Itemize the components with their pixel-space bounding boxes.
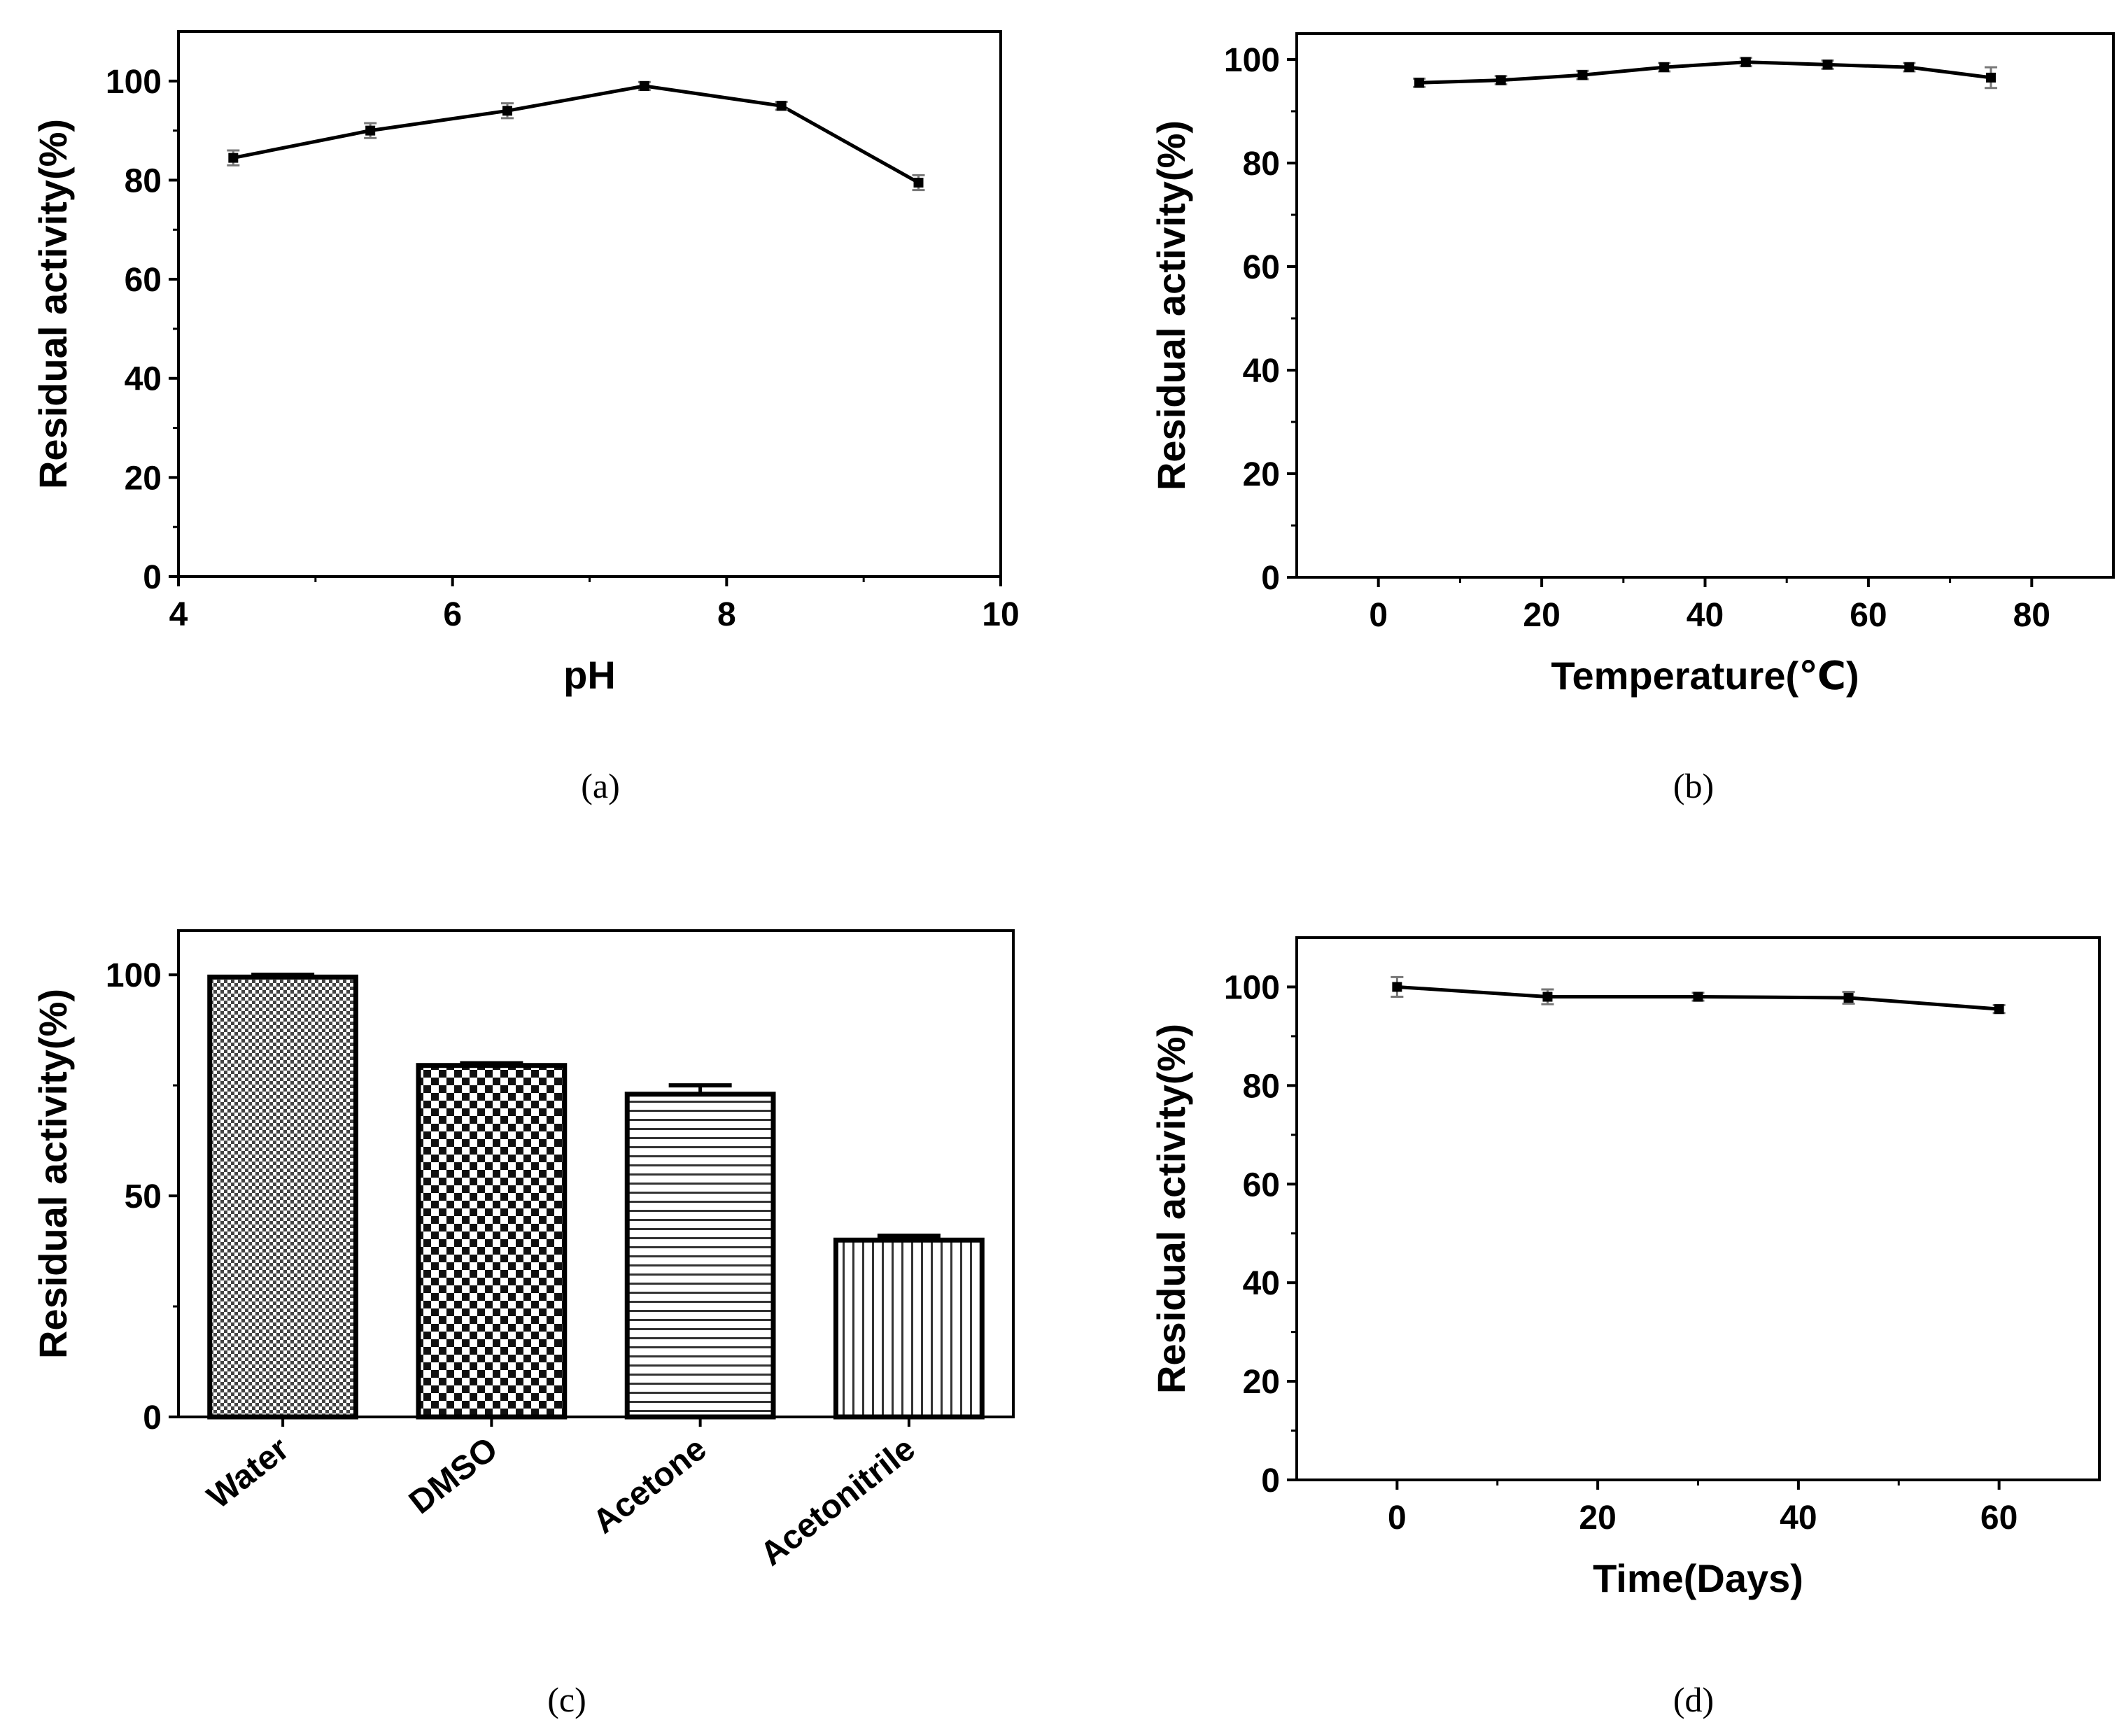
data-point	[1693, 992, 1703, 1002]
data-point	[1495, 75, 1506, 85]
data-point	[1822, 59, 1833, 70]
x-tick-label: Acetone	[586, 1430, 714, 1541]
x-tick-label: 10	[982, 596, 1019, 633]
caption-a: (a)	[581, 766, 620, 805]
y-tick-label: 100	[106, 64, 162, 101]
x-tick-label: 8	[717, 596, 736, 633]
y-axis-label: Residual activity(%)	[1149, 1024, 1193, 1394]
x-tick-label: 0	[1388, 1499, 1407, 1537]
bar	[833, 1237, 985, 1420]
series-line	[232, 84, 920, 185]
y-tick-label: 50	[125, 1178, 162, 1215]
data-point	[1414, 78, 1425, 88]
x-axis-label: pH	[563, 653, 616, 697]
x-tick-label: 40	[1687, 597, 1724, 634]
y-axis-label: Residual activity(%)	[1149, 120, 1193, 491]
y-axis-label: Residual activity(%)	[31, 119, 75, 489]
data-point	[1659, 62, 1670, 73]
y-tick-label: 80	[125, 162, 162, 199]
y-tick-label: 20	[1243, 1364, 1280, 1401]
x-tick-label: 60	[1980, 1499, 2018, 1537]
data-point	[502, 106, 512, 116]
y-tick-label: 80	[1243, 1068, 1280, 1105]
chart-panel-b: (b) 0 20 40 60 80 100 Residual activity(%) 0 20 4…	[1149, 32, 2115, 805]
bar	[416, 1063, 568, 1420]
plot-frame	[1295, 32, 2115, 579]
chart-panel-c: (c) 0 50 100 Residual activity(%) Water DMSO A…	[31, 929, 1015, 1719]
data-point	[228, 153, 239, 163]
y-axis-label: Residual activity(%)	[31, 989, 75, 1359]
y-tick-label: 60	[1243, 1166, 1280, 1204]
x-tick-label: 0	[1369, 597, 1388, 634]
x-tick-label: 4	[169, 596, 188, 633]
data-point	[1740, 57, 1751, 67]
chart-panel-a: (a) 0 20 40 60 80 100 Residual activity(%) 4 6 8 1…	[31, 30, 1020, 805]
series-line	[1418, 60, 1992, 85]
y-tick-label: 20	[1243, 456, 1280, 493]
data-point	[1577, 70, 1588, 80]
data-point	[1994, 1004, 2004, 1015]
x-tick-label: Acetonitrile	[754, 1430, 922, 1573]
caption-c: (c)	[547, 1680, 586, 1719]
y-tick-label: 0	[1261, 1462, 1280, 1499]
y-tick-label: 60	[1243, 249, 1280, 286]
x-axis-label: Time(Days)	[1593, 1556, 1803, 1600]
y-tick-label: 100	[1224, 969, 1280, 1006]
data-point	[913, 177, 924, 188]
y-tick-label: 40	[1243, 1265, 1280, 1302]
y-tick-label: 20	[125, 460, 162, 497]
y-tick-label: 40	[1243, 353, 1280, 390]
data-point	[1985, 72, 1996, 83]
y-tick-label: 0	[143, 559, 162, 596]
bar	[207, 974, 359, 1420]
y-tick-label: 0	[143, 1399, 162, 1437]
x-tick-label: 40	[1780, 1499, 1817, 1537]
x-tick-label: DMSO	[402, 1430, 505, 1521]
y-tick-label: 80	[1243, 146, 1280, 183]
x-tick-label: 80	[2013, 597, 2050, 634]
y-tick-label: 60	[125, 262, 162, 299]
caption-b: (b)	[1673, 766, 1714, 805]
data-point	[639, 80, 649, 91]
x-tick-label: 20	[1523, 597, 1560, 634]
y-tick-label: 100	[106, 957, 162, 994]
y-tick-label: 40	[125, 361, 162, 398]
bar	[624, 1092, 776, 1420]
x-tick-label: 60	[1850, 597, 1887, 634]
y-tick-label: 0	[1261, 560, 1280, 597]
y-tick-label: 100	[1224, 42, 1280, 79]
plot-frame	[1295, 936, 2101, 1481]
data-point	[1542, 992, 1553, 1002]
x-tick-label: 6	[443, 596, 462, 633]
data-point	[1843, 992, 1854, 1003]
plot-frame	[177, 929, 1015, 1418]
data-point	[776, 101, 787, 111]
x-tick-label: Water	[201, 1430, 296, 1516]
x-axis-label: Temperature(℃)	[1551, 654, 1859, 698]
data-point	[1904, 62, 1915, 73]
data-point	[365, 125, 376, 136]
x-tick-label: 20	[1579, 1499, 1616, 1537]
chart-panel-d: (d) 0 20 40 60 80 100 Residual activity(%) 0 20 4…	[1149, 936, 2101, 1719]
caption-d: (d)	[1673, 1680, 1714, 1719]
data-point	[1392, 982, 1402, 992]
plot-frame	[177, 30, 1002, 578]
